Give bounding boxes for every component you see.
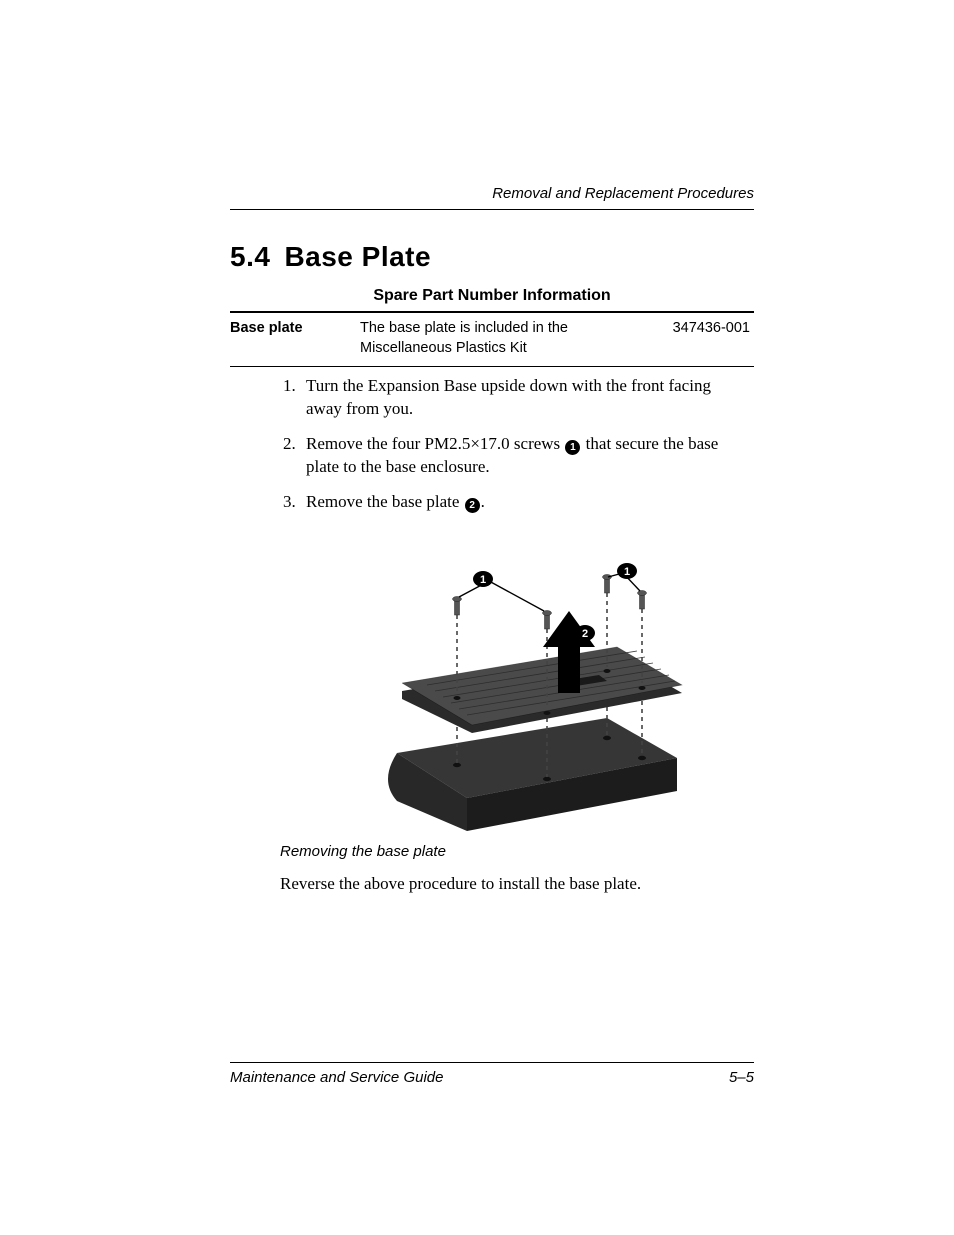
figure-caption: Removing the base plate xyxy=(280,843,734,860)
footer-right: 5–5 xyxy=(729,1069,754,1086)
footer-left: Maintenance and Service Guide xyxy=(230,1069,443,1086)
diagram-callout-1b: 1 xyxy=(617,563,637,579)
closing-instruction: Reverse the above procedure to install t… xyxy=(280,874,734,894)
section-name: Base Plate xyxy=(284,241,431,272)
table-bottom-rule xyxy=(230,366,754,367)
step-2: Remove the four PM2.5×17.0 screws 1 that… xyxy=(300,433,734,479)
part-number: 347436-001 xyxy=(630,319,754,358)
footer-rule xyxy=(230,1062,754,1063)
diagram-callout-2: 2 xyxy=(575,625,595,641)
step-2-text-a: Remove the four PM2.5×17.0 screws xyxy=(306,434,564,453)
table-row: Base plate The base plate is included in… xyxy=(230,313,754,366)
base-plate-shape xyxy=(402,647,682,733)
procedure-steps: Turn the Expansion Base upside down with… xyxy=(280,375,734,526)
part-description: The base plate is included in the Miscel… xyxy=(360,319,630,358)
callout-1-icon: 1 xyxy=(565,440,580,455)
diagram-callout-1a: 1 xyxy=(473,571,493,587)
step-1-text: Turn the Expansion Base upside down with… xyxy=(306,376,711,418)
running-header: Removal and Replacement Procedures xyxy=(492,185,754,202)
spare-part-table-title: Spare Part Number Information xyxy=(230,287,754,305)
page-footer: Maintenance and Service Guide 5–5 xyxy=(230,1062,754,1086)
part-name: Base plate xyxy=(230,319,360,358)
step-3-text-a: Remove the base plate xyxy=(306,492,464,511)
callout-2-icon: 2 xyxy=(465,498,480,513)
svg-text:1: 1 xyxy=(624,566,630,578)
section-number: 5.4 xyxy=(230,241,270,272)
base-enclosure-shape xyxy=(388,718,677,831)
step-1: Turn the Expansion Base upside down with… xyxy=(300,375,734,421)
section-title: 5.4 Base Plate xyxy=(230,241,431,273)
spare-part-table: Base plate The base plate is included in… xyxy=(230,311,754,367)
step-3: Remove the base plate 2. xyxy=(300,491,734,514)
page: Removal and Replacement Procedures 5.4 Ba… xyxy=(0,0,954,1235)
base-plate-diagram: 1 1 2 xyxy=(307,533,707,833)
header-rule xyxy=(230,209,754,210)
svg-text:2: 2 xyxy=(582,628,588,640)
figure: 1 1 2 Removing the base plate Reverse th… xyxy=(280,533,734,894)
svg-text:1: 1 xyxy=(480,574,486,586)
step-3-text-b: . xyxy=(481,492,485,511)
